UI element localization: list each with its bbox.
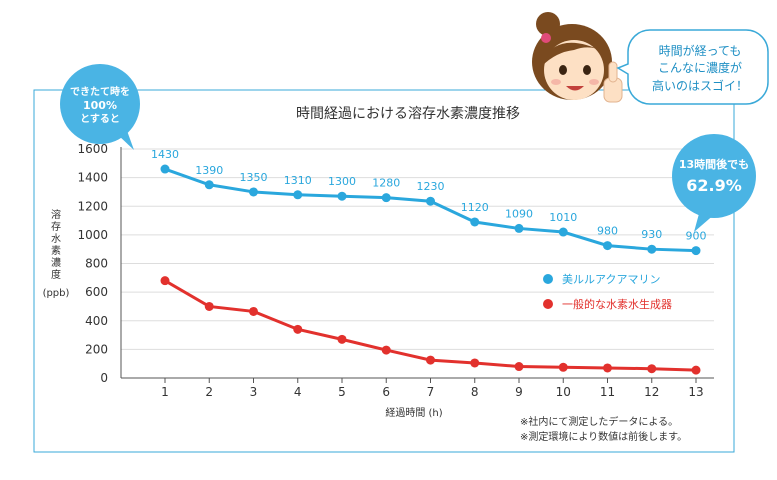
data-point [470,217,480,227]
data-label: 1310 [284,174,312,187]
data-point [249,306,258,316]
data-label: 1090 [505,207,533,220]
y-axis-label-char: 存 [51,220,61,233]
x-tick-label: 7 [427,385,435,399]
y-axis-label-char: (ppb) [43,288,70,299]
data-point [647,364,657,374]
y-tick-label: 800 [85,257,108,271]
y-tick-label: 1400 [77,171,108,185]
data-point [293,324,303,334]
data-point [426,355,435,365]
y-tick-label: 1600 [77,142,108,156]
speech-line-3: 高いのはスゴイ！ [652,78,748,93]
data-point [337,191,347,201]
data-point [603,363,612,373]
x-axis-label: 経過時間 (h) [385,406,442,419]
data-label: 1280 [372,177,400,190]
x-tick-label: 4 [294,385,302,399]
y-tick-label: 0 [100,371,108,385]
data-point [558,227,568,237]
data-point [470,358,480,368]
data-point [691,246,701,256]
data-point [204,301,214,311]
data-label: 1300 [328,175,356,188]
left-bubble: できたて時を 100% とすると [60,64,140,150]
data-label: 1350 [240,171,268,184]
y-axis-label: 溶存水素濃度 (ppb) [43,208,70,299]
left-bubble-line-2: 100% [83,99,117,112]
data-label: 1120 [461,201,489,214]
woman-thumbs-up-icon [532,12,623,103]
data-label: 980 [597,225,618,238]
left-bubble-line-3: とすると [80,113,120,125]
data-label: 1230 [417,180,445,193]
data-label: 1430 [151,148,179,161]
y-tick-label: 400 [85,314,108,328]
data-point [558,362,568,372]
x-tick-label: 1 [161,385,169,399]
data-label: 930 [641,228,662,241]
chart-title: 時間経過における溶存水素濃度推移 [296,106,520,122]
legend-marker-general [543,299,553,309]
x-tick-label: 3 [250,385,258,399]
y-axis-label-char: 溶 [51,208,61,221]
y-axis-label-char: 水 [51,233,61,245]
y-axis-label-char: 度 [51,268,61,281]
legend-label-aquamarine: 美ルルアクアマリン [562,273,660,286]
x-tick-label: 9 [515,385,523,399]
data-point [337,334,347,344]
note-line-2: ※測定環境により数値は前後します。 [520,430,687,443]
data-label: 1390 [195,164,223,177]
data-label: 1010 [549,211,577,224]
x-tick-label: 13 [688,385,703,399]
y-tick-label: 200 [85,342,108,356]
y-tick-label: 1200 [77,199,108,213]
data-point [381,193,391,203]
right-bubble: 13時間後でも 62.9% [672,134,756,232]
x-tick-label: 11 [600,385,615,399]
data-point [381,345,391,355]
data-label: 900 [686,230,707,243]
y-axis-label-char: 素 [51,244,61,257]
y-tick-label: 600 [85,285,108,299]
y-tick-label: 1000 [77,228,108,242]
speech-bubble: 時間が経っても こんなに濃度が 高いのはスゴイ！ [616,29,769,105]
data-point [691,365,701,375]
left-bubble-line-1: できたて時を [70,85,130,98]
data-point [160,164,170,174]
right-bubble-line-1: 13時間後でも [679,157,749,171]
legend-label-general: 一般的な水素水生成器 [562,297,672,311]
data-point [603,241,612,251]
data-point [514,223,524,233]
data-point [160,276,170,286]
legend-marker-aquamarine [543,274,553,284]
data-point [293,190,303,200]
speech-line-2: こんなに濃度が [658,60,742,75]
data-point [647,244,657,254]
x-tick-label: 6 [382,385,390,399]
x-tick-label: 10 [556,385,571,399]
data-point [514,362,524,372]
speech-line-1: 時間が経っても [659,43,742,58]
x-tick-label: 5 [338,385,346,399]
chart-border [33,89,735,453]
x-tick-label: 2 [205,385,213,399]
note-line-1: ※社内にて測定したデータによる。 [520,415,678,428]
data-point [426,196,435,206]
y-axis-label-char: 濃 [51,256,61,269]
data-point [204,180,214,190]
x-tick-label: 12 [644,385,659,399]
right-bubble-percent: 62.9% [686,176,742,195]
data-point [249,187,258,197]
legend: 美ルルアクアマリン 一般的な水素水生成器 [543,273,672,311]
x-tick-label: 8 [471,385,479,399]
